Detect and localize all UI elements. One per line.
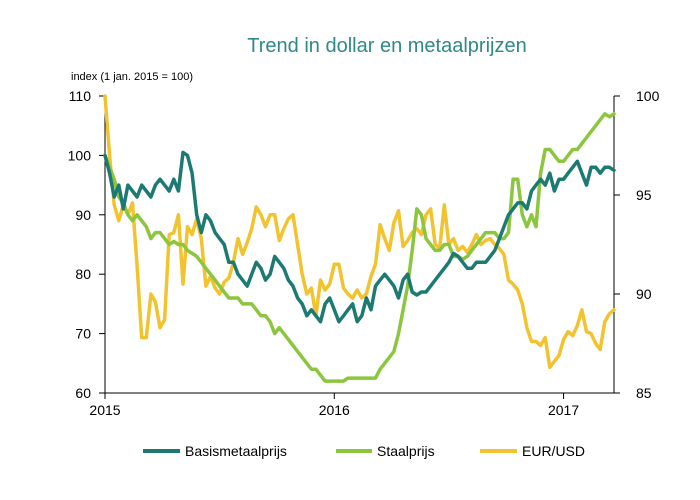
x-tick-label: 2016 xyxy=(319,402,350,418)
legend-item-staalprijs: Staalprijs xyxy=(336,443,435,459)
legend-item-basismetaalprijs: Basismetaalprijs xyxy=(143,443,287,459)
y-axis-unit-label: index (1 jan. 2015 = 100) xyxy=(71,71,193,83)
x-tick-label: 2017 xyxy=(548,402,579,418)
left-y-tick-label: 80 xyxy=(75,266,91,282)
left-y-ticks: 60 70 80 90 100 110 xyxy=(68,88,105,401)
series-line-eur-usd xyxy=(103,94,616,370)
left-y-tick-label: 100 xyxy=(68,147,92,163)
legend-label-basismetaalprijs: Basismetaalprijs xyxy=(185,443,287,459)
right-y-tick-label: 100 xyxy=(636,88,660,104)
series-line-basismetaalprijs xyxy=(103,150,616,324)
left-y-tick-label: 110 xyxy=(69,88,92,104)
right-y-tick-label: 95 xyxy=(636,187,652,203)
right-y-tick-label: 90 xyxy=(636,286,652,302)
legend: Basismetaalprijs Staalprijs EUR/USD xyxy=(143,443,585,459)
left-y-tick-label: 60 xyxy=(75,385,91,401)
series-line-staalprijs xyxy=(103,112,616,383)
legend-label-staalprijs: Staalprijs xyxy=(377,443,435,459)
chart-title: Trend in dollar en metaalprijzen xyxy=(247,35,526,57)
x-tick-label: 2015 xyxy=(89,402,120,418)
legend-item-eur-usd: EUR/USD xyxy=(480,443,585,459)
series-layer xyxy=(103,94,616,383)
axes xyxy=(104,96,615,394)
left-y-tick-label: 90 xyxy=(75,207,91,223)
right-y-ticks: 85 90 95 100 xyxy=(614,88,660,401)
legend-label-eur-usd: EUR/USD xyxy=(522,443,585,459)
right-y-tick-label: 85 xyxy=(636,385,652,401)
left-y-tick-label: 70 xyxy=(75,326,91,342)
x-ticks: 2015 2016 2017 xyxy=(89,393,579,418)
